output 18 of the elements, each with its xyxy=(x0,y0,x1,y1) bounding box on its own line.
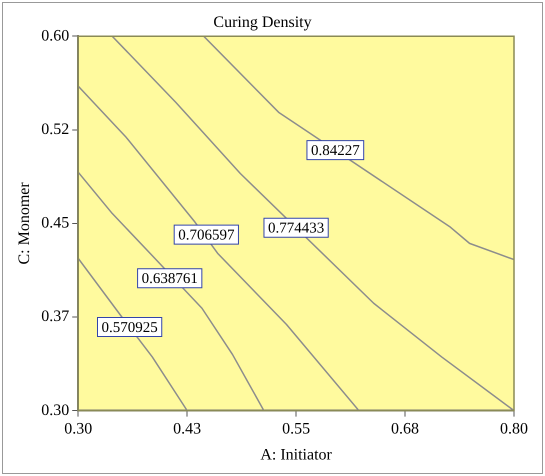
x-tick-label: 0.30 xyxy=(64,420,92,438)
y-tick-label: 0.52 xyxy=(41,121,70,138)
annotation: 0.84227 xyxy=(310,143,360,160)
y-tick-label: 0.37 xyxy=(41,308,70,326)
annotation: 0.706597 xyxy=(178,228,235,244)
x-axis-title: A: Initiator xyxy=(260,446,333,464)
x-tick-label: 0.43 xyxy=(173,420,202,438)
y-tick-label: 0.30 xyxy=(41,402,70,419)
y-tick-label: 0.60 xyxy=(41,27,70,44)
annotation: 0.570925 xyxy=(102,320,158,336)
annotation: 0.774433 xyxy=(268,220,324,237)
x-tick-label: 0.68 xyxy=(391,420,420,438)
annotation: 0.638761 xyxy=(142,271,198,288)
x-tick-label: 0.80 xyxy=(500,420,528,438)
y-axis-title: C: Monomer xyxy=(16,182,33,265)
chart-title: Curing Density xyxy=(213,14,312,31)
y-tick-label: 0.45 xyxy=(41,214,70,232)
x-tick-label: 0.55 xyxy=(282,420,310,438)
